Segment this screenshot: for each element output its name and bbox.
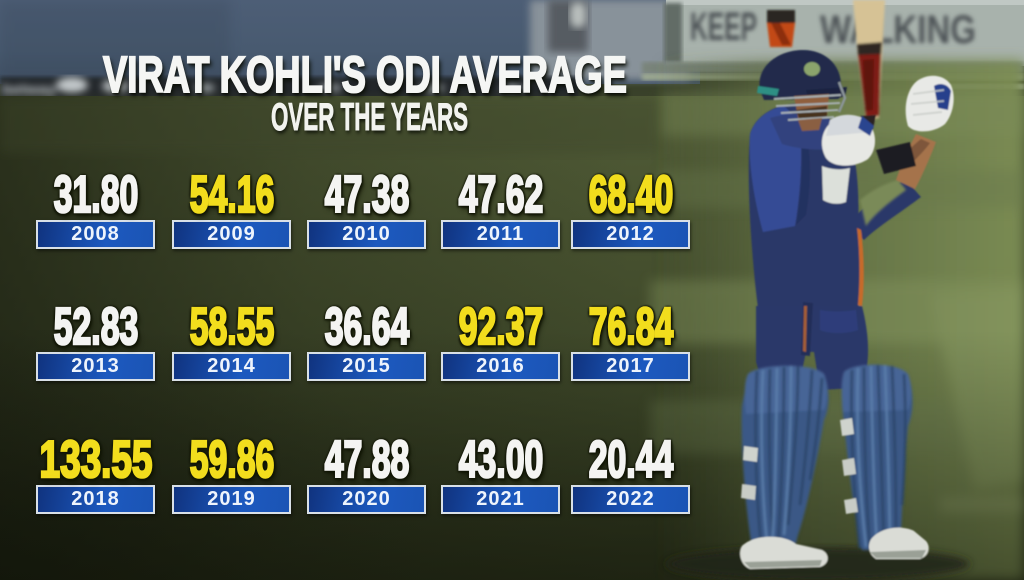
svg-text:betway: betway [2,82,56,99]
svg-text:KEEP: KEEP [690,5,757,49]
svg-text:WALKING: WALKING [820,8,976,52]
